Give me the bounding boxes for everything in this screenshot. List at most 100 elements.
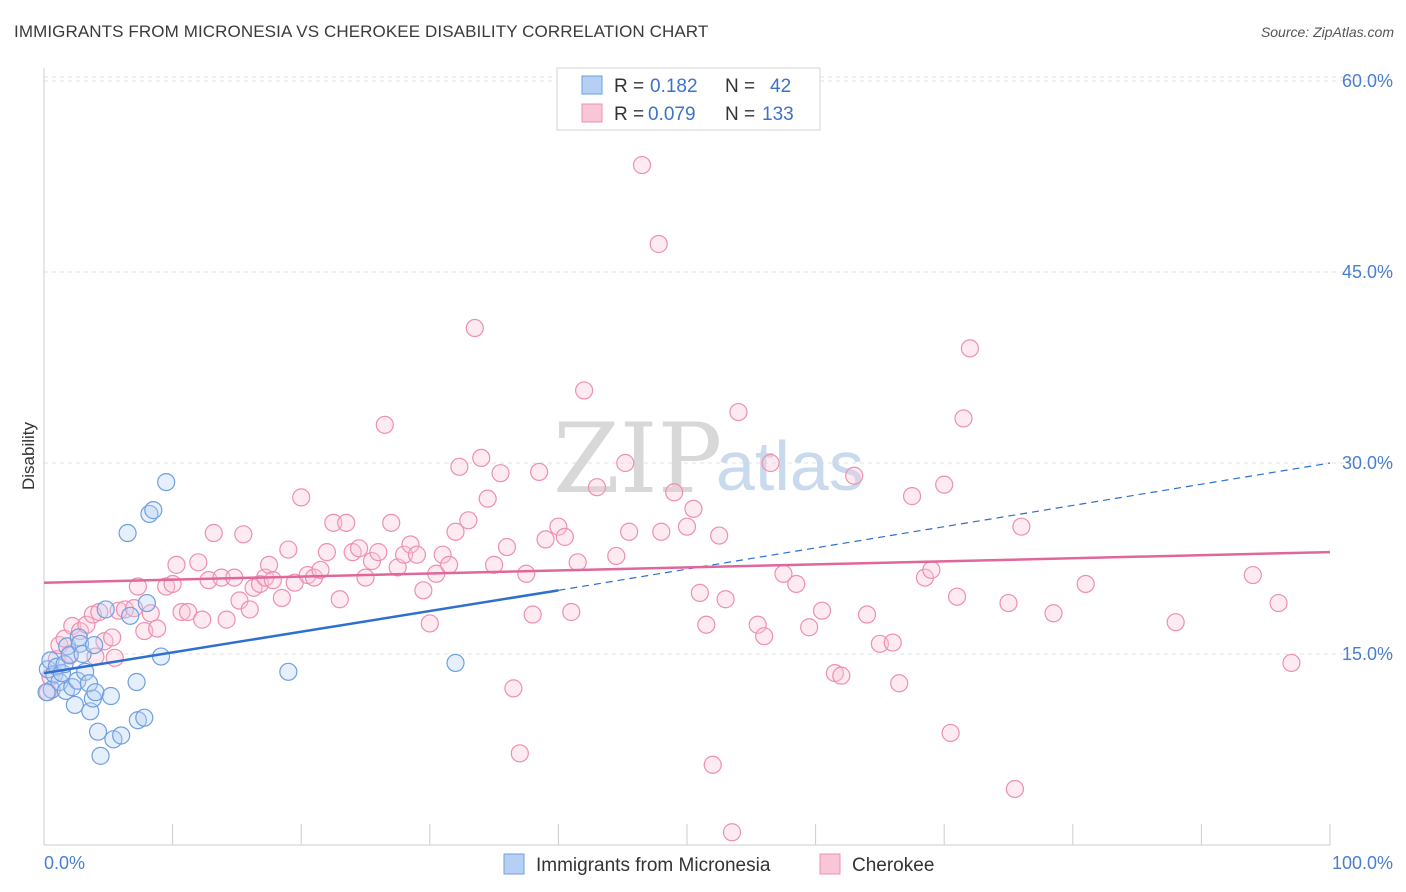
cherokee-point xyxy=(607,546,626,566)
cherokee-point xyxy=(722,823,742,842)
micronesia-points xyxy=(37,473,465,765)
cherokee-point xyxy=(883,633,902,652)
watermark: ZIP atlas xyxy=(553,403,864,515)
y-tick-label: 60.0% xyxy=(1342,71,1393,91)
cherokee-point xyxy=(465,318,484,338)
micronesia-point xyxy=(127,672,146,692)
cherokee-point xyxy=(401,535,420,554)
cherokee-point xyxy=(729,402,748,422)
micronesia-point xyxy=(279,662,298,681)
legend-swatch-pink xyxy=(581,103,603,123)
cherokee-point xyxy=(954,409,973,428)
cherokee-point xyxy=(103,628,122,647)
cherokee-point xyxy=(755,627,774,646)
series-legend-swatch-cherokee xyxy=(819,853,841,875)
watermark-zip: ZIP xyxy=(553,403,722,515)
trend-lines xyxy=(43,462,1331,675)
legend-n-label-pink: N = xyxy=(725,104,755,125)
cherokee-point xyxy=(549,517,568,536)
cherokee-point xyxy=(947,587,967,606)
micronesia-point xyxy=(157,473,176,492)
cherokee-points xyxy=(38,155,1301,842)
cherokee-point xyxy=(960,339,980,358)
cherokee-point xyxy=(716,590,735,609)
micronesia-point xyxy=(85,635,104,655)
cherokee-point xyxy=(167,555,186,574)
cherokee-point xyxy=(684,499,703,518)
cherokee-point xyxy=(450,457,469,476)
legend-n-value-pink: 133 xyxy=(762,104,794,125)
cherokee-point xyxy=(1166,613,1185,632)
micronesia-point xyxy=(118,523,137,543)
cherokee-point xyxy=(999,593,1018,613)
legend-n-label-blue: N = xyxy=(725,76,755,97)
cherokee-point xyxy=(710,526,729,545)
cherokee-point xyxy=(369,543,388,562)
cherokee-point xyxy=(665,483,684,502)
cherokee-point xyxy=(337,513,356,532)
y-tick-label: 30.0% xyxy=(1342,453,1393,473)
cherokee-point xyxy=(485,555,504,574)
cherokee-point xyxy=(800,618,819,637)
cherokee-point xyxy=(890,674,909,693)
cherokee-point xyxy=(109,601,128,620)
cherokee-point xyxy=(517,564,536,583)
cherokee-point xyxy=(568,553,587,572)
cherokee-point xyxy=(649,234,668,254)
cherokee-point xyxy=(317,543,337,562)
micronesia-point xyxy=(37,683,56,702)
cherokee-point xyxy=(902,487,922,506)
cherokee-point xyxy=(459,511,478,530)
cherokee-point xyxy=(420,614,439,633)
chart-source: Source: ZipAtlas.com xyxy=(1260,24,1394,40)
cherokee-point xyxy=(472,448,491,468)
cherokee-point xyxy=(349,539,369,558)
micronesia-point xyxy=(135,708,154,727)
legend-swatch-blue xyxy=(581,75,603,95)
cherokee-point xyxy=(504,679,523,698)
cherokee-point xyxy=(433,545,452,564)
cherokee-point xyxy=(193,610,212,629)
cherokee-point xyxy=(324,513,343,532)
cherokee-point xyxy=(292,488,311,507)
cherokee-point xyxy=(234,525,253,544)
watermark-atlas: atlas xyxy=(716,427,864,505)
cherokee-point xyxy=(1243,565,1262,585)
cherokee-point xyxy=(562,602,581,622)
cherokee-point xyxy=(1012,517,1031,536)
micronesia-trend-line xyxy=(43,589,559,675)
micronesia-point xyxy=(65,695,84,715)
y-tick-labels: 15.0% 30.0% 45.0% 60.0% xyxy=(1342,71,1393,664)
cherokee-point xyxy=(935,475,954,494)
cherokee-point xyxy=(311,560,330,580)
cherokee-point xyxy=(690,583,709,602)
series-legend-label-cherokee: Cherokee xyxy=(852,855,934,876)
x-ticks xyxy=(43,824,1331,845)
micronesia-trend-extension xyxy=(558,462,1331,591)
cherokee-point xyxy=(330,590,349,609)
micronesia-point xyxy=(112,726,131,745)
cherokee-point xyxy=(620,522,639,541)
micronesia-point xyxy=(86,683,105,702)
legend-n-value-blue: 42 xyxy=(770,76,791,97)
micronesia-point xyxy=(101,686,120,706)
cherokee-point xyxy=(407,545,427,564)
micronesia-point xyxy=(42,680,61,699)
legend-r-value-blue: 0.182 xyxy=(650,76,698,97)
cherokee-point xyxy=(1282,653,1301,673)
cherokee-point xyxy=(272,588,292,608)
cherokee-point xyxy=(263,571,283,590)
cherokee-point xyxy=(922,560,941,580)
cherokee-point xyxy=(555,527,574,546)
cherokee-point xyxy=(748,615,767,634)
cherokee-point xyxy=(394,545,414,564)
cherokee-point xyxy=(941,723,960,743)
cherokee-point xyxy=(1269,593,1288,613)
cherokee-point xyxy=(915,568,935,587)
cherokee-point xyxy=(259,555,279,574)
chart-title: IMMIGRANTS FROM MICRONESIA VS CHEROKEE D… xyxy=(14,22,709,41)
x-tick-label-max: 100.0% xyxy=(1332,853,1393,873)
cherokee-point xyxy=(832,666,851,685)
cherokee-point xyxy=(703,755,722,774)
micronesia-point xyxy=(96,600,115,619)
